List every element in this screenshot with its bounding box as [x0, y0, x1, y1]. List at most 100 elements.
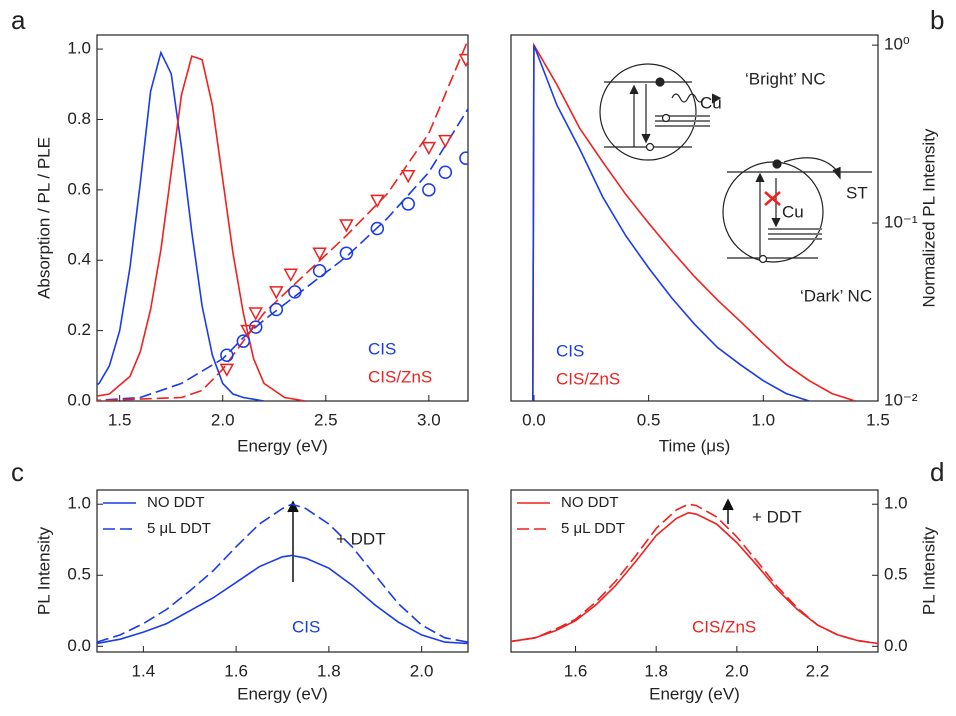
annotation: + DDT: [336, 529, 386, 548]
x-axis-title: Energy (eV): [237, 436, 328, 455]
annotation: Cu: [782, 202, 804, 221]
ple-marker: [421, 141, 437, 156]
ple-marker: [339, 219, 354, 233]
y-axis-title: Normalized PL Intensity: [919, 128, 938, 307]
x-axis-title: Time (μs): [659, 436, 731, 455]
ple-marker: [339, 246, 354, 260]
sample-label: CIS: [292, 617, 320, 636]
y-tick-label: 0.2: [67, 320, 91, 339]
x-tick-label: 0.5: [637, 410, 661, 429]
y-axis-title: PL Intensity: [34, 526, 53, 615]
ple-marker: [283, 268, 299, 282]
ple-marker: [459, 151, 468, 165]
x-tick-label: 2.5: [314, 410, 338, 429]
plot-frame: [96, 489, 469, 653]
x-tick-label: 1.4: [132, 661, 156, 680]
plot-frame: [510, 34, 879, 402]
panel-letter: b: [930, 5, 944, 35]
ple-marker: [438, 134, 453, 149]
y-axis-title: PL Intensity: [919, 526, 938, 615]
series-line: [97, 107, 468, 401]
annotation: ST: [846, 183, 868, 202]
sample-label: CIS: [556, 341, 584, 360]
ple-marker: [312, 247, 327, 261]
ple-marker: [220, 348, 234, 362]
x-tick-label: 3.0: [417, 410, 441, 429]
panel-letter: d: [930, 457, 944, 487]
dark-nc-diagram: [722, 157, 872, 264]
y-tick-label: 0.0: [67, 636, 91, 655]
ple-marker: [370, 221, 385, 236]
x-tick-label: 1.6: [564, 661, 588, 680]
ddt-arrows: [287, 498, 734, 582]
ple-marker: [248, 307, 263, 321]
sample-label: CIS/ZnS: [692, 617, 756, 636]
y-tick-label: 0.5: [67, 565, 91, 584]
x-tick-label: 1.0: [751, 410, 775, 429]
y-tick-label: 0.0: [67, 390, 91, 409]
plot-frame: [510, 489, 879, 653]
y-tick-label: 1.0: [884, 494, 908, 513]
plot-area: [532, 42, 856, 401]
plot-area: [97, 37, 468, 401]
ple-marker: [312, 264, 327, 278]
legend-label: 5 μL DDT: [561, 520, 625, 537]
plot-frame: [96, 34, 469, 402]
x-tick-label: 1.8: [644, 661, 668, 680]
x-axis-title: Energy (eV): [237, 684, 328, 703]
y-tick-label: 1.0: [67, 494, 91, 513]
ple-marker: [269, 302, 284, 317]
y-tick-label: 10⁻¹: [884, 213, 918, 232]
plot-area: [97, 503, 468, 645]
x-tick-label: 2.2: [806, 661, 830, 680]
annotation: Cu: [700, 93, 722, 112]
y-tick-label: 0.6: [67, 179, 91, 198]
series-line: [511, 503, 878, 645]
series-line: [532, 42, 856, 401]
legend-label: NO DDT: [147, 494, 205, 511]
series-line: [532, 44, 810, 401]
legend-label: NO DDT: [561, 494, 619, 511]
ple-marker: [458, 53, 468, 68]
ple-marker: [269, 286, 284, 300]
series-line: [97, 50, 265, 401]
y-tick-label: 10⁻²: [884, 390, 918, 409]
plot-area: [511, 503, 878, 645]
y-axis-title: Absorption / PL / PLE: [34, 137, 53, 299]
x-tick-label: 2.0: [211, 410, 235, 429]
ple-marker: [438, 165, 453, 179]
ple-marker: [248, 320, 263, 334]
annotation: + DDT: [752, 507, 802, 526]
y-tick-label: 0.4: [67, 250, 91, 269]
ple-marker: [236, 334, 251, 348]
sample-label: CIS/ZnS: [556, 369, 620, 388]
sample-label: CIS: [368, 339, 396, 358]
sample-label: CIS/ZnS: [368, 367, 432, 386]
series-line: [97, 37, 468, 401]
series-line: [97, 554, 468, 645]
x-tick-label: 1.5: [866, 410, 890, 429]
y-tick-label: 10⁰: [884, 35, 910, 54]
x-tick-label: 2.0: [410, 661, 434, 680]
x-tick-label: 1.6: [224, 661, 248, 680]
legend-label: 5 μL DDT: [147, 520, 211, 537]
y-tick-label: 0.5: [884, 565, 908, 584]
ple-marker: [401, 197, 415, 211]
ple-marker: [288, 285, 302, 299]
annotation: ‘Dark’ NC: [800, 286, 872, 305]
annotation: ‘Bright’ NC: [745, 69, 826, 88]
x-axis-title: Energy (eV): [649, 684, 740, 703]
bright-nc-diagram: [599, 63, 722, 161]
y-tick-label: 1.0: [67, 39, 91, 58]
series-line: [97, 503, 468, 643]
y-tick-label: 0.0: [884, 636, 908, 655]
panel-letter: a: [11, 5, 26, 35]
series-line: [97, 55, 306, 401]
ple-marker: [240, 324, 255, 339]
x-tick-label: 0.0: [522, 410, 546, 429]
ple-marker: [422, 183, 436, 197]
ple-marker: [370, 194, 385, 208]
y-tick-label: 0.8: [67, 109, 91, 128]
panel-letter: c: [11, 457, 24, 487]
